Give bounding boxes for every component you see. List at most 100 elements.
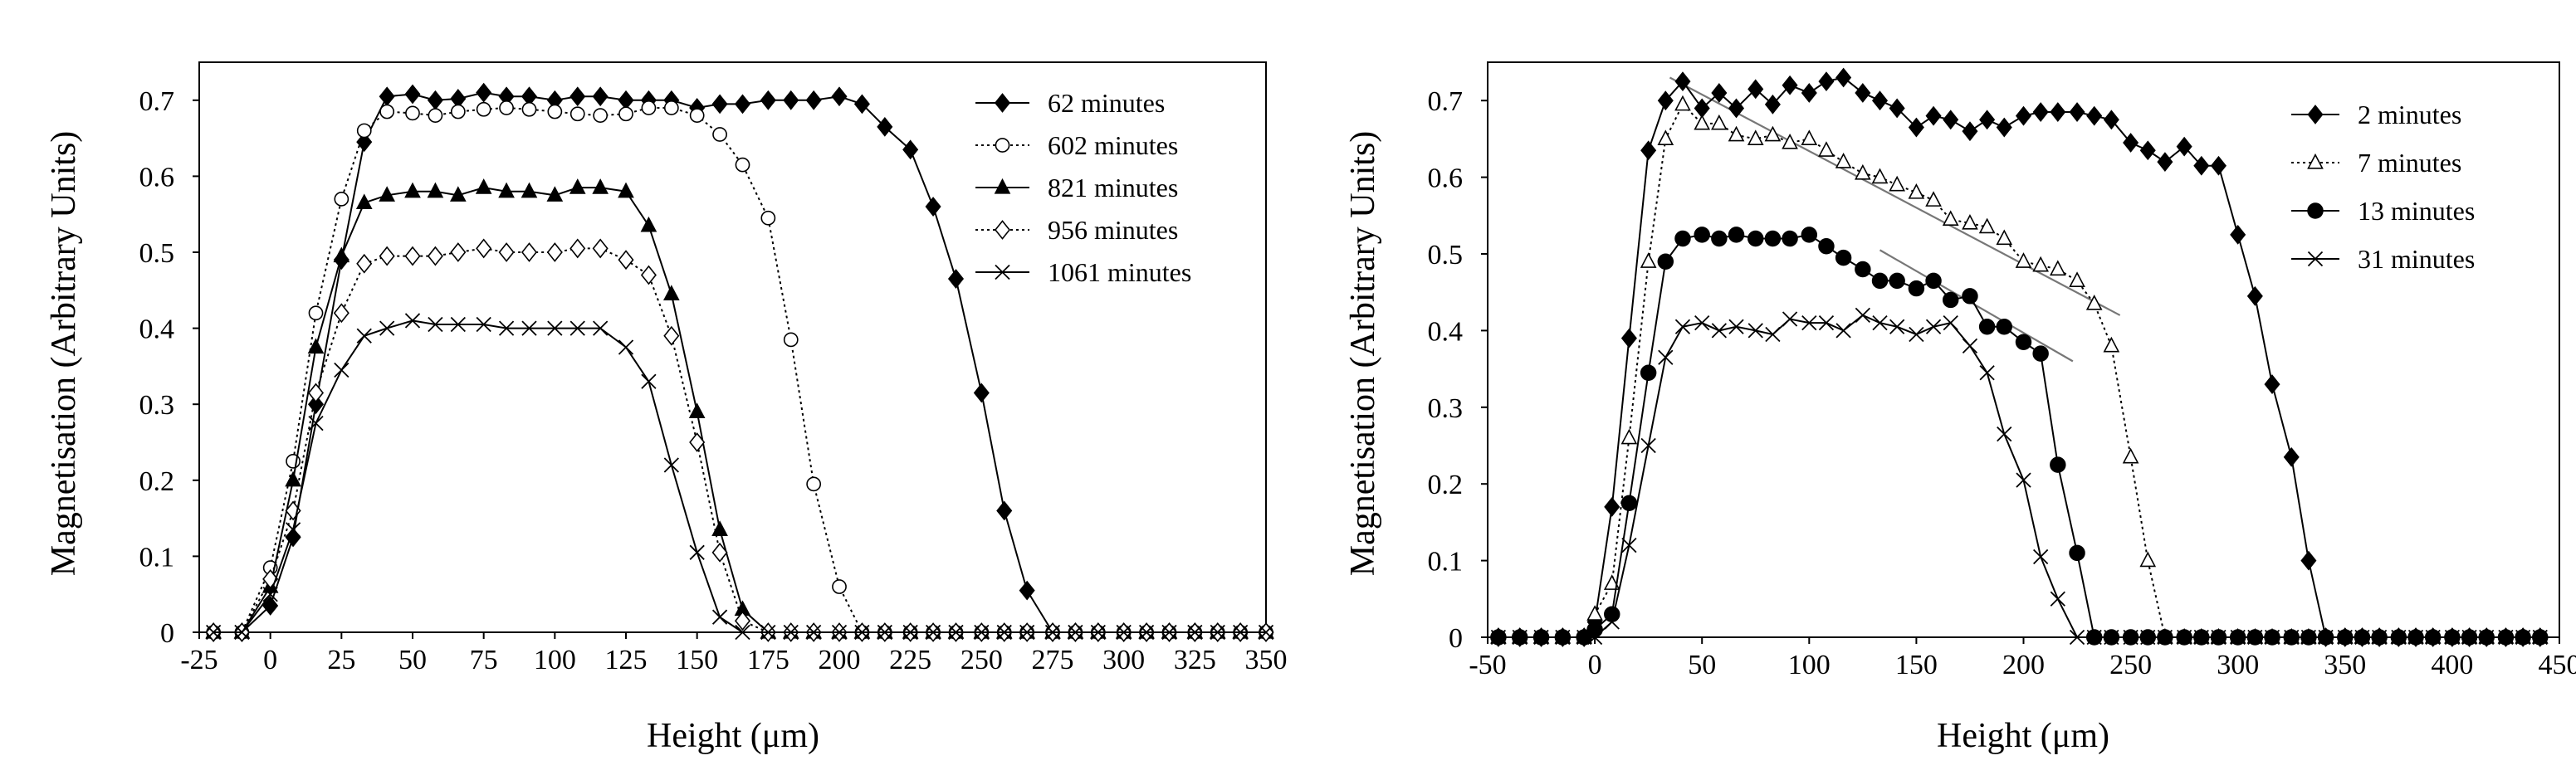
data-point: [1604, 497, 1620, 517]
data-point: [1979, 365, 1995, 381]
data-point: [2123, 133, 2139, 153]
data-point: [546, 186, 564, 202]
legend-marker: [2307, 251, 2324, 267]
data-point: [689, 108, 705, 123]
data-point: [404, 182, 421, 198]
data-point: [1555, 629, 1571, 646]
data-point: [974, 624, 990, 641]
data-point: [450, 316, 466, 333]
legend-label: 31 minutes: [2358, 244, 2475, 274]
data-point: [1925, 272, 1942, 290]
data-point: [2139, 551, 2157, 568]
data-point: [2015, 334, 2032, 350]
legend-label: 821 minutes: [1048, 173, 1178, 202]
data-point: [2461, 629, 2477, 646]
data-point: [1658, 349, 1674, 365]
data-point: [1909, 326, 1924, 343]
data-point: [832, 579, 847, 594]
legend-item: 13 minutes: [2291, 196, 2475, 226]
data-point: [734, 611, 751, 631]
data-point: [1694, 114, 1711, 130]
data-point: [2032, 102, 2049, 122]
data-point: [663, 100, 679, 115]
data-point: [2193, 629, 2209, 646]
data-point: [1908, 183, 1925, 199]
legend-item: 602 minutes: [975, 130, 1178, 160]
data-point: [1640, 364, 1657, 381]
data-point: [285, 470, 301, 487]
data-point: [2532, 629, 2548, 646]
data-point: [333, 246, 350, 263]
y-tick-label: 0: [160, 618, 174, 649]
data-point: [1728, 319, 1744, 334]
data-point: [1818, 71, 1835, 92]
x-tick-label: 100: [534, 645, 576, 675]
data-point: [711, 542, 728, 563]
data-point: [404, 313, 421, 329]
data-point: [902, 624, 918, 641]
data-point: [2318, 629, 2334, 646]
data-point: [1962, 121, 1978, 142]
data-point: [973, 383, 990, 403]
data-point: [2032, 256, 2049, 272]
data-point: [735, 157, 750, 173]
legend-marker: [2307, 105, 2324, 124]
trend-line: [1669, 76, 2121, 316]
data-point: [1996, 319, 2012, 335]
data-point: [2300, 629, 2317, 646]
data-point: [711, 609, 728, 625]
data-point: [569, 106, 585, 122]
data-point: [947, 269, 965, 289]
chart-right-x-ticks: -50 0 50 100 150 200 250 300 350 400 450: [1469, 637, 2576, 680]
data-point: [1818, 238, 1835, 255]
data-point: [1962, 338, 1978, 354]
chart-left-y-ticks: 0 0.1 0.2 0.3 0.4 0.5 0.6 0.7: [139, 86, 199, 649]
data-point: [2103, 336, 2120, 353]
data-point: [547, 104, 563, 119]
x-tick-label: -50: [1469, 650, 1506, 680]
data-point: [2104, 629, 2119, 646]
data-point: [498, 320, 515, 336]
data-point: [1925, 105, 1942, 126]
data-point: [2139, 140, 2156, 161]
legend-label: 7 minutes: [2358, 148, 2461, 178]
data-point: [2086, 105, 2103, 126]
legend-marker: [2307, 202, 2324, 219]
data-point: [1801, 129, 1818, 145]
data-point: [2049, 260, 2066, 276]
data-point: [428, 316, 443, 333]
data-point: [760, 90, 776, 110]
data-point: [1711, 114, 1728, 130]
data-point: [1728, 125, 1745, 142]
data-point: [640, 216, 657, 232]
chart-right-y-axis-label: Magnetisation (Arbitrary Units): [1344, 131, 1382, 577]
data-point: [307, 394, 325, 415]
data-point: [1711, 323, 1727, 339]
data-point: [476, 82, 492, 103]
data-point: [1978, 319, 1996, 335]
data-point: [1068, 624, 1083, 641]
data-point: [234, 624, 250, 641]
data-point: [1889, 272, 1905, 290]
data-point: [2247, 629, 2263, 646]
x-tick-label: 0: [1588, 650, 1602, 680]
data-point: [1533, 629, 1549, 646]
data-point: [640, 265, 657, 285]
data-point: [308, 415, 324, 431]
data-point: [805, 90, 822, 110]
data-point: [1161, 624, 1177, 641]
data-point: [2479, 629, 2495, 646]
data-point: [877, 116, 893, 137]
legend-item: 821 minutes: [975, 173, 1178, 202]
data-point: [2283, 446, 2300, 467]
data-point: [1855, 307, 1870, 324]
trend-line: [1879, 249, 2074, 363]
data-point: [1782, 230, 1798, 247]
data-point: [1835, 249, 1852, 266]
data-point: [1855, 163, 1871, 180]
data-point: [2015, 252, 2032, 268]
legend-item: 1061 minutes: [975, 257, 1191, 287]
data-point: [1889, 175, 1905, 192]
legend-item: 62 minutes: [975, 88, 1165, 118]
